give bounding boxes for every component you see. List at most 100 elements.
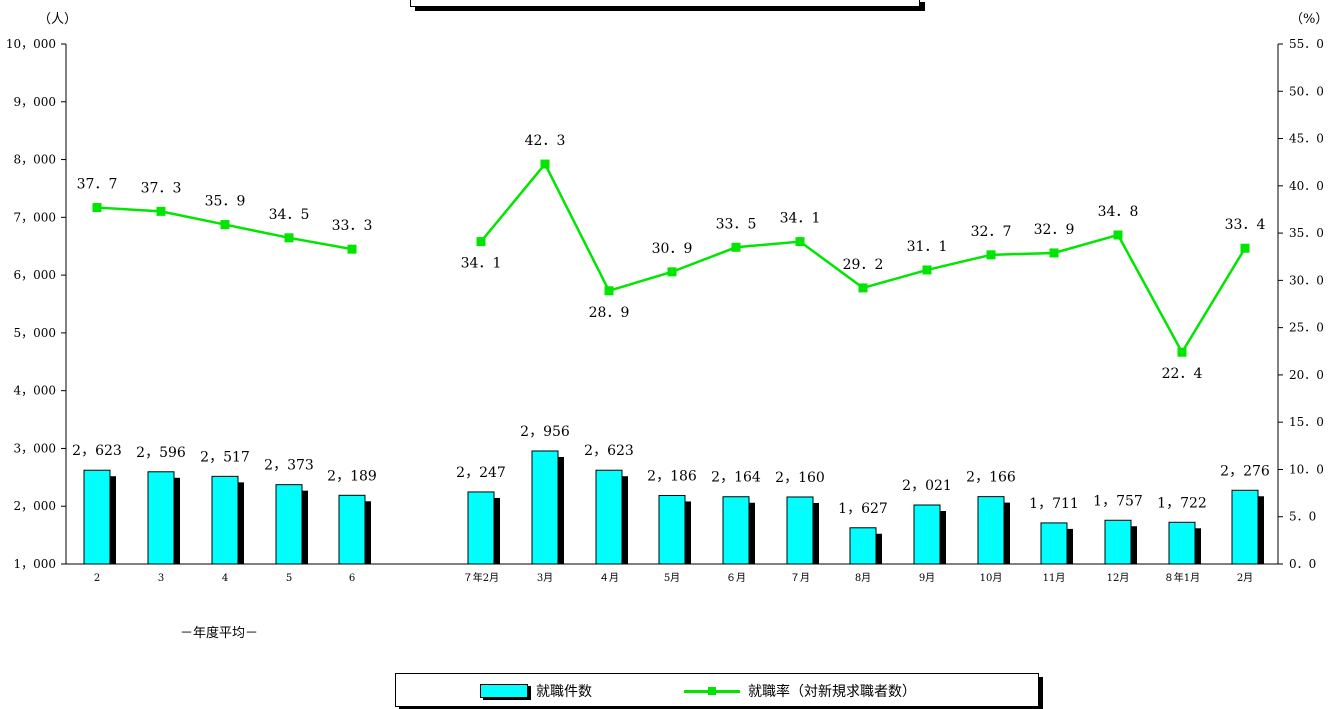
x-tick-label: ６月 [726, 572, 746, 584]
bar-value-label: 1，627 [838, 501, 888, 517]
left-tick-label: 5，000 [13, 326, 56, 340]
rate-point [667, 267, 677, 277]
bar [467, 491, 495, 565]
bar [1040, 522, 1068, 565]
bar-value-label: 1，757 [1093, 493, 1143, 509]
bar-value-label: 2，186 [647, 468, 697, 484]
title-box [410, 0, 920, 7]
x-tick-label: 3 [158, 573, 164, 584]
bar-value-label: 2，247 [456, 465, 506, 481]
x-tick-label: ４月 [599, 572, 619, 584]
bar [977, 496, 1005, 565]
rate-value-label: 37．3 [141, 180, 182, 196]
bar [1231, 489, 1259, 565]
bar [913, 504, 941, 565]
bar [786, 496, 814, 565]
bar-value-label: 2，373 [264, 458, 314, 474]
rate-value-label: 29．2 [843, 257, 884, 273]
bar-value-label: 2，021 [902, 478, 952, 494]
rate-point [1049, 248, 1059, 258]
rate-value-label: 30．9 [652, 241, 693, 257]
x-tick-label: 12月 [1107, 572, 1130, 584]
bar-value-label: 2，160 [775, 470, 825, 486]
rate-point [476, 237, 486, 247]
right-tick-label: 50．0 [1289, 84, 1324, 98]
legend-item-bar: 就職件数 [480, 681, 592, 701]
bar [338, 494, 366, 565]
bar [275, 484, 303, 565]
bar-value-label: 2，596 [136, 445, 186, 461]
x-tick-label: ７年2月 [463, 571, 499, 584]
left-axis-unit: （人） [38, 12, 78, 27]
right-tick-label: 40．0 [1289, 179, 1324, 193]
rate-point [1113, 230, 1123, 240]
x-tick-label: 2 [94, 573, 100, 584]
left-tick-label: 2，000 [13, 499, 56, 513]
right-tick-label: 15．0 [1289, 415, 1324, 429]
rate-point [731, 242, 741, 252]
bar-value-label: 2，164 [711, 470, 761, 486]
rate-value-label: 34．8 [1098, 204, 1139, 220]
x-tick-label: 3月 [537, 572, 553, 584]
rate-value-label: 35．9 [205, 194, 246, 210]
rate-value-label: 33．4 [1225, 217, 1266, 233]
rate-value-label: 37．7 [77, 177, 118, 193]
rate-value-label: 31．1 [907, 239, 948, 255]
rate-value-label: 33．3 [332, 218, 373, 234]
bar [658, 494, 686, 565]
left-tick-label: 8，000 [13, 153, 56, 167]
right-tick-label: 55．0 [1289, 37, 1324, 51]
bar [83, 469, 111, 565]
x-tick-label: 10月 [980, 572, 1003, 584]
x-tick-label: 5 [286, 573, 292, 584]
rate-value-label: 32．7 [971, 224, 1012, 240]
x-tick-label: 11月 [1043, 572, 1066, 584]
bar-value-label: 1，711 [1029, 496, 1079, 512]
left-tick-label: 1，000 [13, 557, 56, 571]
rate-value-label: 33．5 [716, 216, 757, 232]
x-tick-label: ８年1月 [1164, 571, 1200, 584]
left-tick-label: 10，000 [6, 37, 56, 51]
x-tick-label: 8月 [855, 572, 871, 584]
x-tick-label: 6 [349, 573, 355, 584]
legend-bar-swatch [480, 684, 528, 698]
x-tick-label: 2月 [1237, 572, 1253, 584]
right-tick-label: 35．0 [1289, 226, 1324, 240]
bar-value-label: 1，722 [1157, 495, 1207, 511]
rate-value-label: 28．9 [589, 305, 630, 321]
right-tick-label: 10．0 [1289, 462, 1324, 476]
bar [1104, 519, 1132, 565]
legend-line-swatch [684, 686, 740, 695]
x-tick-label: 9月 [919, 572, 935, 584]
rate-value-label: 42．3 [525, 133, 566, 149]
legend: 就職件数 就職率（対新規求職者数） [395, 673, 1039, 707]
left-tick-label: 6，000 [13, 268, 56, 282]
bar-value-label: 2，956 [520, 424, 570, 440]
legend-bar-label: 就職件数 [536, 684, 592, 700]
x-tick-label: ７月 [790, 572, 810, 584]
rate-point [922, 265, 932, 275]
bar [849, 527, 877, 565]
right-tick-label: 5．0 [1289, 510, 1316, 524]
rate-value-label: 22．4 [1162, 366, 1203, 382]
bar-value-label: 2，517 [200, 449, 250, 465]
bar-value-label: 2，276 [1220, 463, 1270, 479]
bar [1168, 521, 1196, 565]
rate-value-label: 32．9 [1034, 222, 1075, 238]
rate-point [540, 159, 550, 169]
rate-point [1240, 243, 1250, 253]
rate-value-label: 34．1 [461, 256, 502, 272]
bar-value-label: 2，189 [327, 468, 377, 484]
left-tick-label: 3，000 [13, 441, 56, 455]
bar [211, 475, 239, 565]
rate-point [1177, 347, 1187, 357]
bar [531, 450, 559, 565]
rate-point [284, 233, 294, 243]
right-tick-label: 20．0 [1289, 368, 1324, 382]
right-tick-label: 25．0 [1289, 321, 1324, 335]
rate-point [92, 203, 102, 213]
rate-point [347, 244, 357, 254]
rate-point [986, 250, 996, 260]
bar [722, 496, 750, 565]
